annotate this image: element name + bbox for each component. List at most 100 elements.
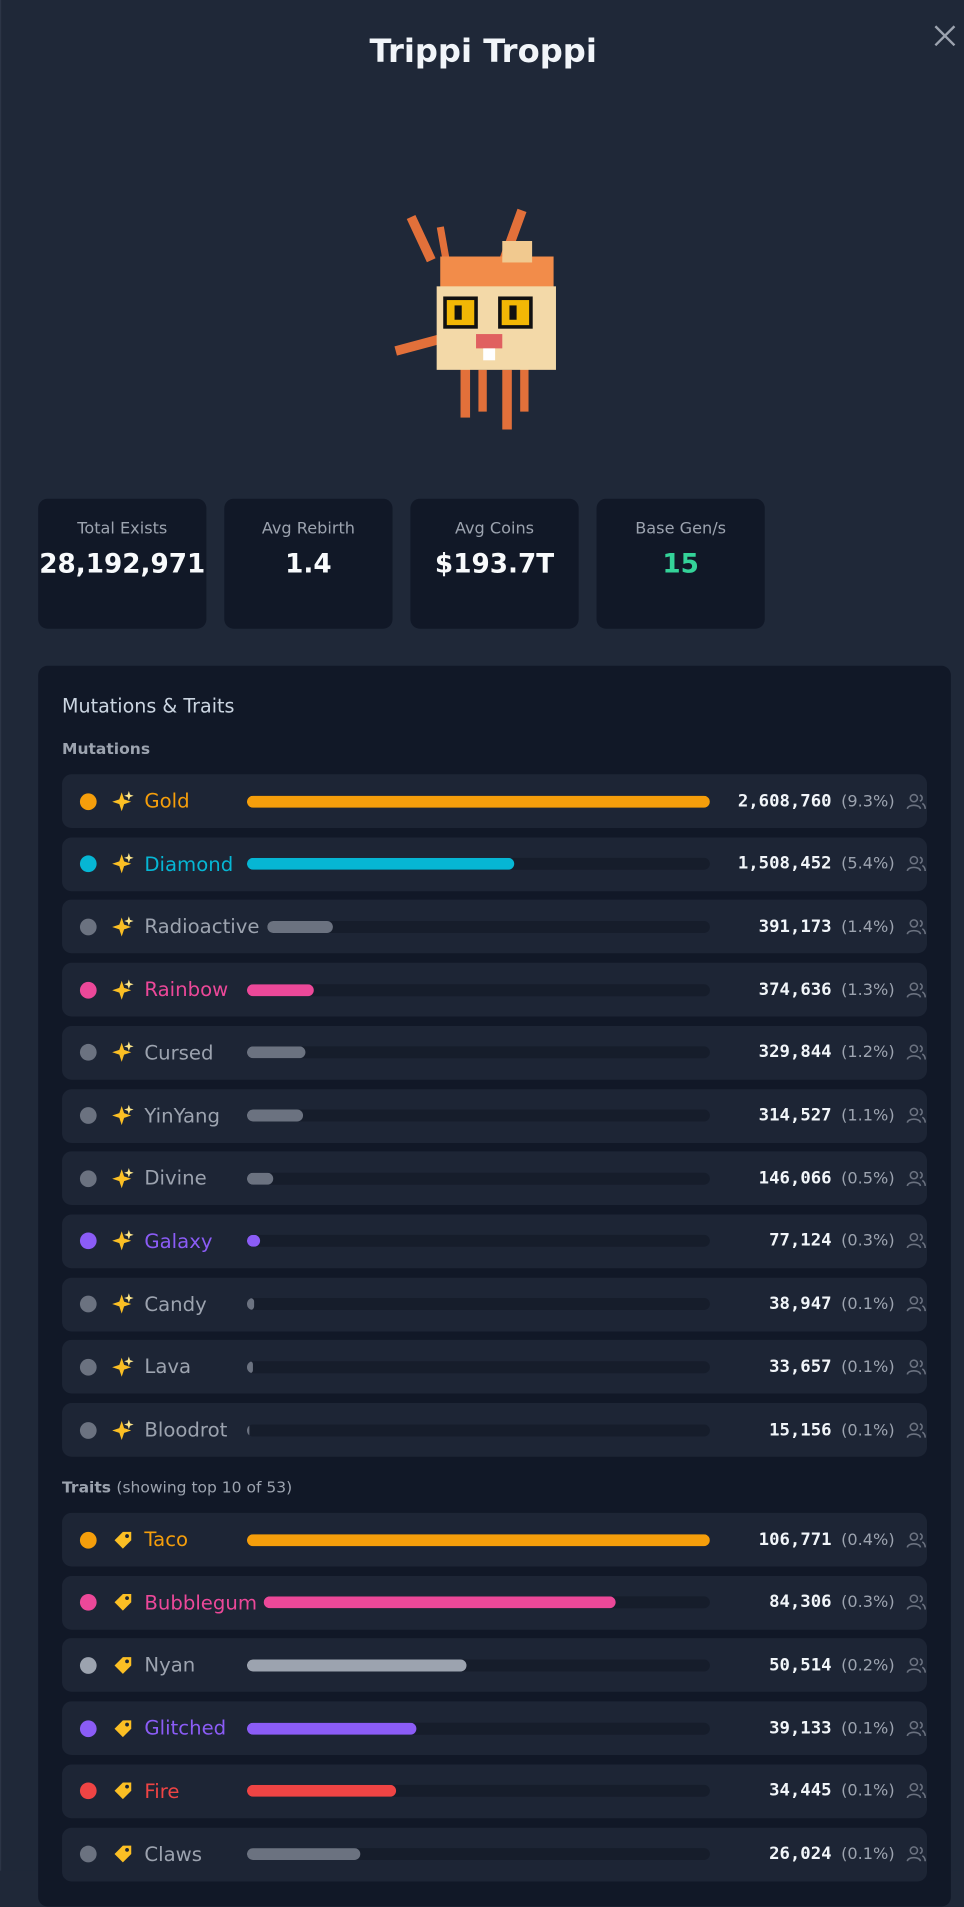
trait-name: Taco: [144, 1528, 189, 1551]
users-icon: [906, 1296, 927, 1312]
tag: [114, 1845, 132, 1863]
count-bar: [246, 1785, 397, 1798]
bar-track: [246, 1533, 710, 1546]
stat-value: $193.7T: [434, 550, 555, 580]
user-head: [909, 981, 919, 991]
section-heading: Traits (showing top 10 of 53): [62, 1479, 292, 1497]
bar-track: [246, 1659, 710, 1672]
count-bar: [246, 983, 314, 996]
color-dot: [79, 1531, 97, 1549]
count: 84,306: [769, 1592, 832, 1613]
tag-icon: [114, 1782, 132, 1800]
tag-hole: [125, 1596, 129, 1601]
sparkle: [124, 1167, 134, 1178]
sparkle-icon: [112, 1356, 134, 1377]
trait-row: Glitched 39,133 (0.1%): [62, 1701, 928, 1756]
user-head: [909, 1044, 919, 1054]
user-body: [906, 1422, 927, 1438]
trait-name: Nyan: [144, 1654, 196, 1677]
sparkle: [124, 1041, 134, 1052]
count: 33,657: [769, 1357, 832, 1377]
trait-row: Cursed 329,844 (1.2%): [62, 1025, 928, 1080]
sparkle-icon: [112, 1167, 134, 1188]
tag: [114, 1594, 132, 1611]
users-icon: [906, 1044, 927, 1061]
sparkle-icon: [112, 1104, 134, 1126]
heading-note: (showing top 10 of 53): [116, 1479, 293, 1498]
trait-name: Divine: [144, 1167, 207, 1190]
percent: (0.2%): [841, 1655, 895, 1675]
creature-image: [394, 208, 556, 430]
count: 391,173: [758, 917, 832, 937]
users-icon: [906, 1846, 927, 1862]
panel-title: Mutations & Traits: [62, 694, 235, 718]
sparkle: [124, 1104, 134, 1115]
count-bar: [246, 1659, 466, 1672]
user-body: [906, 1108, 927, 1123]
bar-track: [266, 920, 710, 933]
color-dot: [79, 1107, 97, 1124]
trait-name: Claws: [144, 1842, 203, 1866]
trait-name: YinYang: [144, 1104, 220, 1127]
user-body: [906, 1720, 927, 1736]
users-icon: [906, 1170, 927, 1186]
count: 77,124: [769, 1231, 832, 1251]
stat-card: Avg Coins $193.7T: [410, 498, 579, 629]
count-bar: [246, 1361, 253, 1373]
tag-hole: [125, 1659, 129, 1664]
trait-row: Candy 38,947 (0.1%): [62, 1277, 928, 1331]
trait-name: Galaxy: [144, 1229, 213, 1253]
percent: (0.1%): [841, 1357, 895, 1377]
color-dot: [79, 981, 97, 999]
trait-row: Bloodrot 15,156 (0.1%): [62, 1403, 928, 1457]
percent: (1.1%): [841, 1105, 895, 1126]
bar-track: [246, 1361, 710, 1373]
count: 1,508,452: [737, 854, 832, 874]
count: 374,636: [758, 980, 832, 1000]
stat-value: 15: [662, 550, 699, 580]
sparkle: [112, 791, 132, 811]
tag-icon: [114, 1531, 132, 1549]
tag-icon: [114, 1845, 132, 1863]
percent: (0.4%): [841, 1530, 895, 1550]
sparkle: [112, 854, 132, 874]
trait-row: Divine 146,066 (0.5%): [62, 1151, 928, 1206]
trait-name: Gold: [144, 789, 190, 813]
bar-track: [246, 1046, 710, 1059]
percent: (0.1%): [841, 1844, 895, 1864]
sparkle: [112, 980, 132, 1000]
count-bar: [246, 858, 515, 870]
color-dot: [79, 1719, 97, 1737]
count-bar: [264, 1596, 617, 1609]
user-head: [909, 1531, 919, 1541]
count: 314,527: [758, 1105, 832, 1126]
close-button[interactable]: [933, 24, 957, 48]
color-dot: [79, 1232, 97, 1250]
color-dot: [79, 855, 97, 873]
color-dot: [79, 1421, 97, 1439]
color-dot: [79, 1170, 97, 1187]
sparkle: [112, 1168, 132, 1188]
trait-name: Rainbow: [144, 978, 229, 1002]
trait-row: Taco 106,771 (0.4%): [62, 1512, 928, 1567]
user-head: [909, 1170, 919, 1180]
tag: [114, 1531, 132, 1549]
stat-value: 1.4: [285, 550, 332, 580]
sparkle: [112, 1043, 132, 1063]
stat-card: Base Gen/s 15: [596, 498, 765, 629]
sparkle-icon: [112, 979, 134, 1000]
sparkle-icon: [112, 916, 134, 937]
count: 146,066: [758, 1168, 832, 1188]
sparkle: [124, 979, 134, 989]
percent: (0.3%): [841, 1592, 895, 1613]
users-icon: [906, 1531, 927, 1548]
users-icon: [906, 793, 927, 809]
count: 329,844: [758, 1043, 832, 1063]
trait-name: Radioactive: [144, 915, 260, 939]
color-dot: [79, 792, 97, 810]
bar-track: [246, 1848, 710, 1860]
trait-name: Bubblegum: [144, 1591, 258, 1614]
user-head: [909, 1657, 919, 1667]
percent: (1.3%): [841, 980, 895, 1000]
